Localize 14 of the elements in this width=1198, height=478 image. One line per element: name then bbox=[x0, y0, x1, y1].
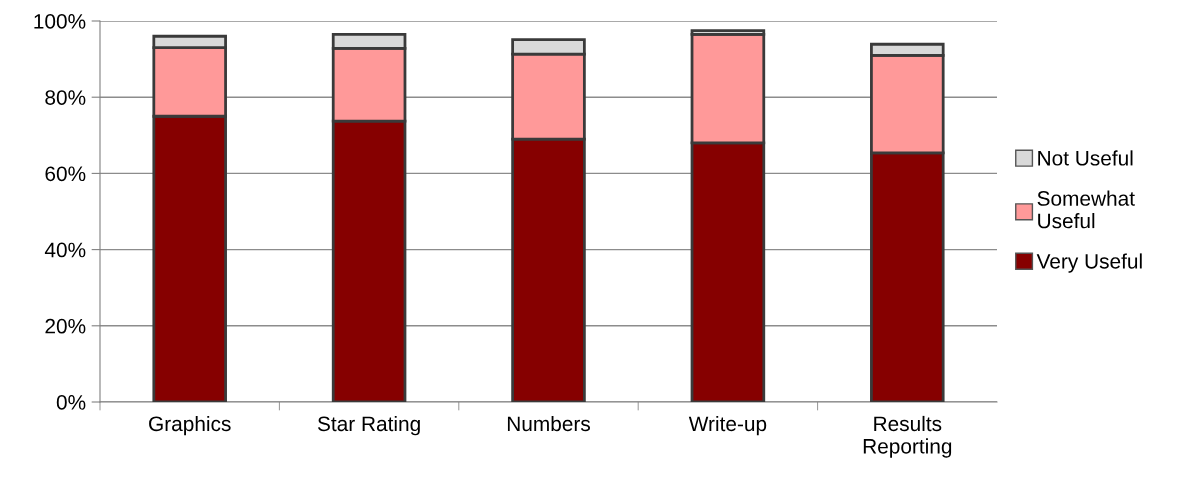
y-tick-label: 0% bbox=[56, 395, 86, 410]
legend-label: Very Useful bbox=[1036, 253, 1142, 273]
legend-label: Not Useful bbox=[1038, 150, 1133, 166]
y-tick-label: 80% bbox=[45, 90, 86, 105]
x-tick-label: Numbers bbox=[507, 415, 591, 432]
y-tick-label: 60% bbox=[45, 166, 86, 182]
y-tick-label: 40% bbox=[44, 242, 86, 258]
y-tick-label: 100% bbox=[34, 14, 86, 29]
x-tick-label: Graphics bbox=[149, 415, 231, 436]
x-tick-label: Star Rating bbox=[317, 415, 420, 436]
legend-label: Somewhat Useful bbox=[1037, 190, 1135, 229]
x-tick-label: Results Reporting bbox=[863, 415, 952, 458]
x-tick-label: Write-up bbox=[688, 415, 767, 436]
y-tick-label: 20% bbox=[45, 318, 86, 334]
